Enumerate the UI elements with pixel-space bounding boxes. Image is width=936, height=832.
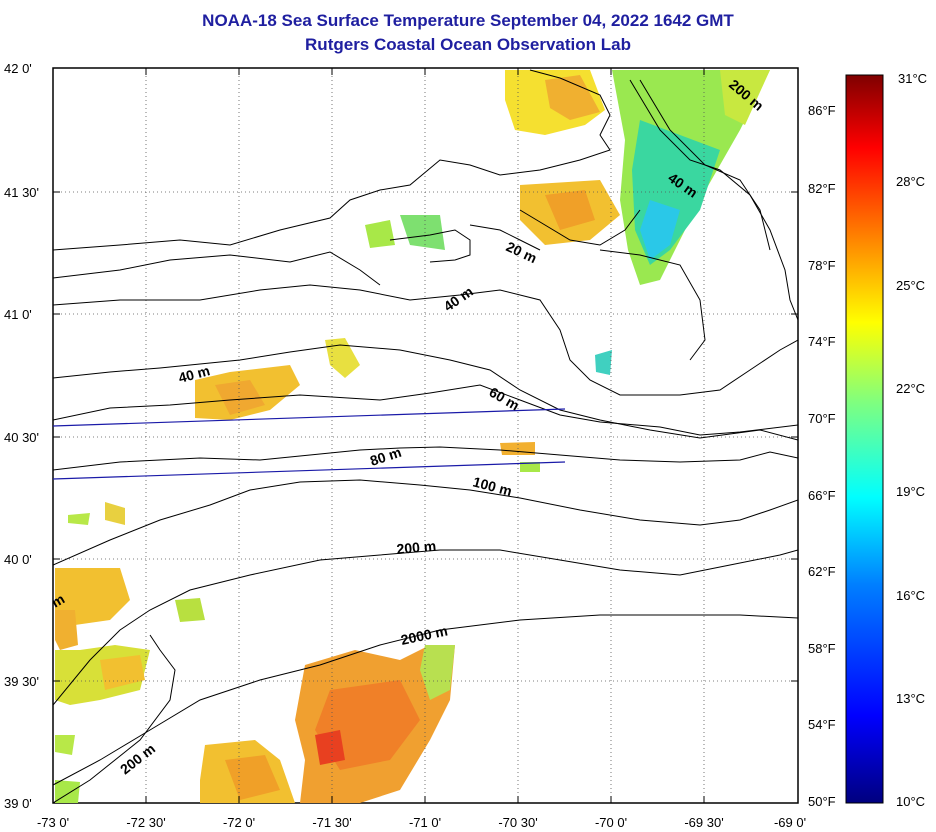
lat-label: 39 30' xyxy=(4,674,39,689)
lat-label: 40 0' xyxy=(4,552,32,567)
colorbar-celsius-labels: 31°C 28°C 25°C 22°C 19°C 16°C 13°C 10°C xyxy=(896,71,927,809)
lon-label: -71 0' xyxy=(409,815,441,830)
lat-label: 40 30' xyxy=(4,430,39,445)
fahrenheit-label: 82°F xyxy=(808,181,836,196)
fahrenheit-label: 86°F xyxy=(808,103,836,118)
lon-label: -70 0' xyxy=(595,815,627,830)
celsius-label: 16°C xyxy=(896,588,925,603)
fahrenheit-label: 58°F xyxy=(808,641,836,656)
lat-label: 39 0' xyxy=(4,796,32,811)
celsius-label: 13°C xyxy=(896,691,925,706)
celsius-label: 19°C xyxy=(896,484,925,499)
map-subtitle: Rutgers Coastal Ocean Observation Lab xyxy=(305,35,631,54)
frame-ticks xyxy=(53,68,798,803)
lon-label: -70 30' xyxy=(498,815,537,830)
celsius-label: 31°C xyxy=(898,71,927,86)
fahrenheit-label: 74°F xyxy=(808,334,836,349)
fahrenheit-label: 70°F xyxy=(808,411,836,426)
lon-label: -69 30' xyxy=(684,815,723,830)
depth-contours xyxy=(53,79,798,803)
contour-label: 200 m xyxy=(396,538,437,557)
celsius-label: 22°C xyxy=(896,381,925,396)
lon-label: -72 0' xyxy=(223,815,255,830)
fahrenheit-label: 62°F xyxy=(808,564,836,579)
lon-label: -72 30' xyxy=(126,815,165,830)
fahrenheit-label: 54°F xyxy=(808,717,836,732)
lat-label: 41 0' xyxy=(4,307,32,322)
contour-label: 40 m xyxy=(177,362,212,386)
lat-label: 41 30' xyxy=(4,185,39,200)
longitude-labels: -73 0' -72 30' -72 0' -71 30' -71 0' -70… xyxy=(37,815,806,830)
latitude-labels: 42 0' 41 30' 41 0' 40 30' 40 0' 39 30' 3… xyxy=(4,61,39,811)
lat-label: 42 0' xyxy=(4,61,32,76)
fahrenheit-label: 66°F xyxy=(808,488,836,503)
lon-label: -69 0' xyxy=(774,815,806,830)
sst-data-patches xyxy=(55,70,770,803)
graticule xyxy=(53,68,798,803)
lon-label: -71 30' xyxy=(312,815,351,830)
colorbar xyxy=(845,74,884,804)
map-title: NOAA-18 Sea Surface Temperature Septembe… xyxy=(202,11,734,30)
fahrenheit-label: 50°F xyxy=(808,794,836,809)
coastline xyxy=(53,69,706,361)
colorbar-fahrenheit-labels: 86°F 82°F 78°F 74°F 70°F 66°F 62°F 58°F … xyxy=(808,103,836,809)
celsius-label: 25°C xyxy=(896,278,925,293)
fahrenheit-label: 78°F xyxy=(808,258,836,273)
lon-label: -73 0' xyxy=(37,815,69,830)
transect-lines xyxy=(53,408,566,480)
celsius-label: 10°C xyxy=(896,794,925,809)
celsius-label: 28°C xyxy=(896,174,925,189)
